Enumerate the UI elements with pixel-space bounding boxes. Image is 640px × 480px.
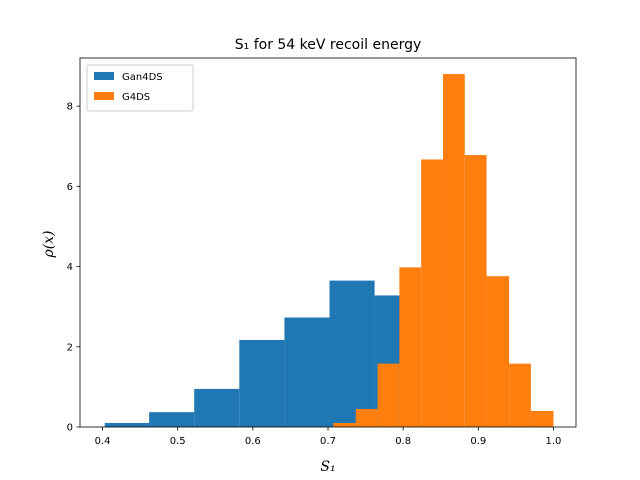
- legend-label-g4ds: G4DS: [122, 92, 150, 103]
- y-tick-label: 2: [67, 342, 73, 353]
- legend-swatch-gan4ds: [94, 72, 114, 80]
- histogram-bar-gan4ds-4: [284, 317, 330, 427]
- histogram-bar-gan4ds-0: [104, 422, 150, 427]
- y-tick-label: 8: [67, 102, 73, 113]
- histogram-bar-gan4ds-2: [194, 388, 240, 427]
- histogram-bar-g4ds-8: [509, 363, 531, 427]
- histogram-bar-gan4ds-5: [329, 280, 375, 427]
- histogram-bar-g4ds-2: [377, 363, 400, 427]
- legend: Gan4DS G4DS: [86, 64, 194, 112]
- histogram-bar-g4ds-0: [333, 422, 356, 427]
- y-tick-label: 6: [67, 182, 73, 193]
- y-axis-label: ρ(x): [41, 230, 57, 258]
- histogram-bar-g4ds-3: [399, 267, 422, 427]
- histogram-bar-g4ds-1: [355, 408, 378, 427]
- y-tick-label: 4: [67, 262, 73, 273]
- plot-area: [104, 74, 554, 427]
- histogram-bar-g4ds-6: [464, 155, 487, 427]
- axes: 0.4 0.5 0.6 0.7 0.8 0.9 1.0 0 2 4 6 8: [67, 57, 577, 447]
- histogram-bar-g4ds-7: [486, 276, 510, 427]
- x-tick-label: 0.7: [320, 436, 336, 447]
- legend-label-gan4ds: Gan4DS: [122, 72, 163, 83]
- x-tick-label: 1.0: [546, 436, 562, 447]
- histogram-bar-g4ds-5: [442, 74, 465, 427]
- x-tick-label: 0.9: [470, 436, 486, 447]
- x-tick-label: 0.4: [95, 436, 111, 447]
- histogram-bar-gan4ds-3: [239, 339, 285, 427]
- chart-title: S₁ for 54 keV recoil energy: [235, 37, 422, 53]
- x-tick-label: 0.8: [395, 436, 411, 447]
- x-tick-label: 0.5: [170, 436, 186, 447]
- histogram-bar-g4ds-4: [421, 159, 443, 427]
- histogram-bar-gan4ds-1: [149, 412, 195, 427]
- legend-swatch-g4ds: [94, 92, 114, 100]
- x-axis-label: S₁: [320, 459, 335, 475]
- x-tick-label: 0.6: [245, 436, 261, 447]
- y-tick-label: 0: [67, 423, 73, 434]
- histogram-bar-g4ds-9: [530, 410, 554, 427]
